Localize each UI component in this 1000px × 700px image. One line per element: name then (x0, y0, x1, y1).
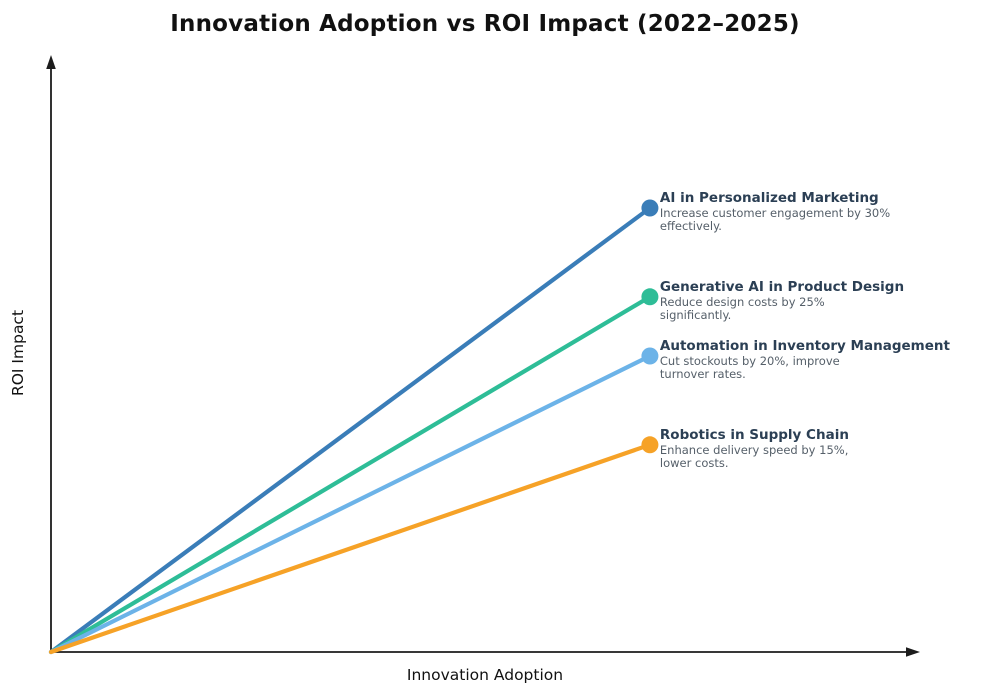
series-dot-3 (641, 436, 659, 454)
y-axis-arrowhead-icon (46, 55, 56, 69)
series-line-0 (48, 205, 653, 655)
series-line-3 (48, 442, 653, 655)
series-dot-2 (641, 347, 659, 365)
x-axis-title: Innovation Adoption (406, 666, 564, 684)
series-dot-1 (641, 288, 659, 306)
series-line-2 (48, 353, 653, 655)
x-axis-arrowhead-icon (906, 647, 920, 657)
y-axis-title: ROI Impact (9, 309, 27, 397)
chart-title: Innovation Adoption vs ROI Impact (2022–… (170, 11, 800, 37)
series-line-1 (48, 294, 653, 655)
series-dot-0 (641, 199, 659, 217)
